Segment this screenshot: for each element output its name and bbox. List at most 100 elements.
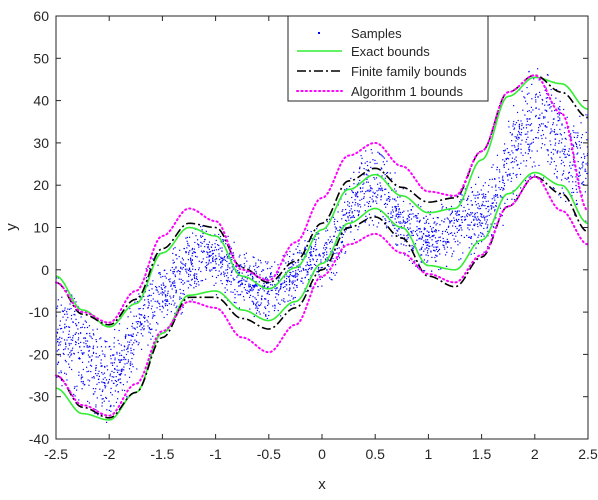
sample-point <box>285 274 287 276</box>
sample-point <box>219 258 221 261</box>
sample-point <box>343 214 345 216</box>
sample-point <box>183 247 185 250</box>
sample-point <box>195 255 197 258</box>
sample-point <box>488 214 490 217</box>
sample-point <box>108 378 110 381</box>
sample-point <box>549 107 551 109</box>
sample-point <box>136 326 138 328</box>
sample-point <box>533 78 535 80</box>
sample-point <box>220 262 222 264</box>
sample-point <box>435 254 437 256</box>
sample-point <box>529 118 531 120</box>
sample-point <box>59 320 61 322</box>
sample-point <box>322 256 324 258</box>
sample-point <box>89 346 91 348</box>
sample-point <box>524 152 527 154</box>
sample-point <box>544 125 546 127</box>
sample-point <box>455 213 457 215</box>
sample-point <box>187 273 190 275</box>
sample-point <box>289 255 291 258</box>
sample-point <box>235 266 237 268</box>
sample-point <box>254 269 256 271</box>
sample-point <box>213 249 216 251</box>
sample-point <box>115 380 118 383</box>
sample-point <box>57 361 60 363</box>
sample-point <box>310 268 312 270</box>
sample-point <box>252 277 254 279</box>
sample-point <box>456 214 458 217</box>
sample-point <box>309 252 311 254</box>
sample-point <box>551 110 553 112</box>
sample-point <box>528 176 530 178</box>
sample-point <box>162 282 164 284</box>
sample-point <box>243 299 245 301</box>
sample-point <box>495 193 497 196</box>
sample-point <box>101 402 103 404</box>
sample-point <box>557 150 559 152</box>
sample-point <box>310 251 312 253</box>
sample-point <box>376 190 378 192</box>
sample-point <box>559 106 561 108</box>
sample-point <box>121 389 123 391</box>
sample-point <box>64 313 66 315</box>
sample-point <box>557 107 559 109</box>
sample-point <box>369 205 372 207</box>
sample-point <box>331 241 333 243</box>
sample-point <box>561 123 563 125</box>
sample-point <box>180 261 182 263</box>
sample-point <box>429 245 431 247</box>
sample-point <box>503 182 505 185</box>
sample-point <box>530 106 533 108</box>
sample-point <box>113 362 115 364</box>
sample-point <box>444 218 446 220</box>
sample-point <box>446 241 449 243</box>
sample-point <box>205 267 208 269</box>
sample-point <box>392 198 394 200</box>
sample-point <box>157 300 159 302</box>
sample-point <box>75 343 77 346</box>
sample-point <box>254 284 256 286</box>
sample-point <box>526 93 529 95</box>
sample-point <box>73 387 76 389</box>
sample-point <box>349 214 351 217</box>
sample-point <box>556 124 558 126</box>
sample-point <box>515 149 517 151</box>
sample-point <box>385 188 387 190</box>
sample-point <box>474 212 476 214</box>
sample-point <box>313 248 315 250</box>
sample-point <box>486 215 488 217</box>
sample-point <box>106 365 108 367</box>
sample-point <box>110 387 112 390</box>
sample-point <box>517 138 519 140</box>
sample-point <box>436 222 438 225</box>
sample-point <box>115 376 117 378</box>
sample-point <box>102 398 104 400</box>
sample-point <box>518 126 521 128</box>
sample-point <box>57 338 59 340</box>
sample-point <box>425 241 427 243</box>
sample-point <box>426 261 428 263</box>
sample-point <box>483 215 485 217</box>
sample-point <box>282 300 285 302</box>
sample-point <box>544 89 546 92</box>
sample-point <box>496 194 499 196</box>
sample-point <box>563 108 565 111</box>
sample-point <box>575 142 577 145</box>
sample-point <box>562 148 564 150</box>
sample-point <box>346 212 348 214</box>
sample-point <box>426 244 428 247</box>
sample-point <box>65 361 67 363</box>
sample-point <box>211 275 214 277</box>
sample-point <box>243 263 245 265</box>
sample-point <box>513 144 515 147</box>
sample-point <box>289 279 291 282</box>
sample-point <box>152 298 154 300</box>
sample-point <box>474 234 476 236</box>
sample-point <box>530 130 532 132</box>
sample-point <box>550 161 552 163</box>
sample-point <box>506 174 508 176</box>
sample-point <box>413 216 415 218</box>
sample-point <box>479 213 482 215</box>
sample-point <box>412 206 414 208</box>
sample-point <box>214 259 216 261</box>
